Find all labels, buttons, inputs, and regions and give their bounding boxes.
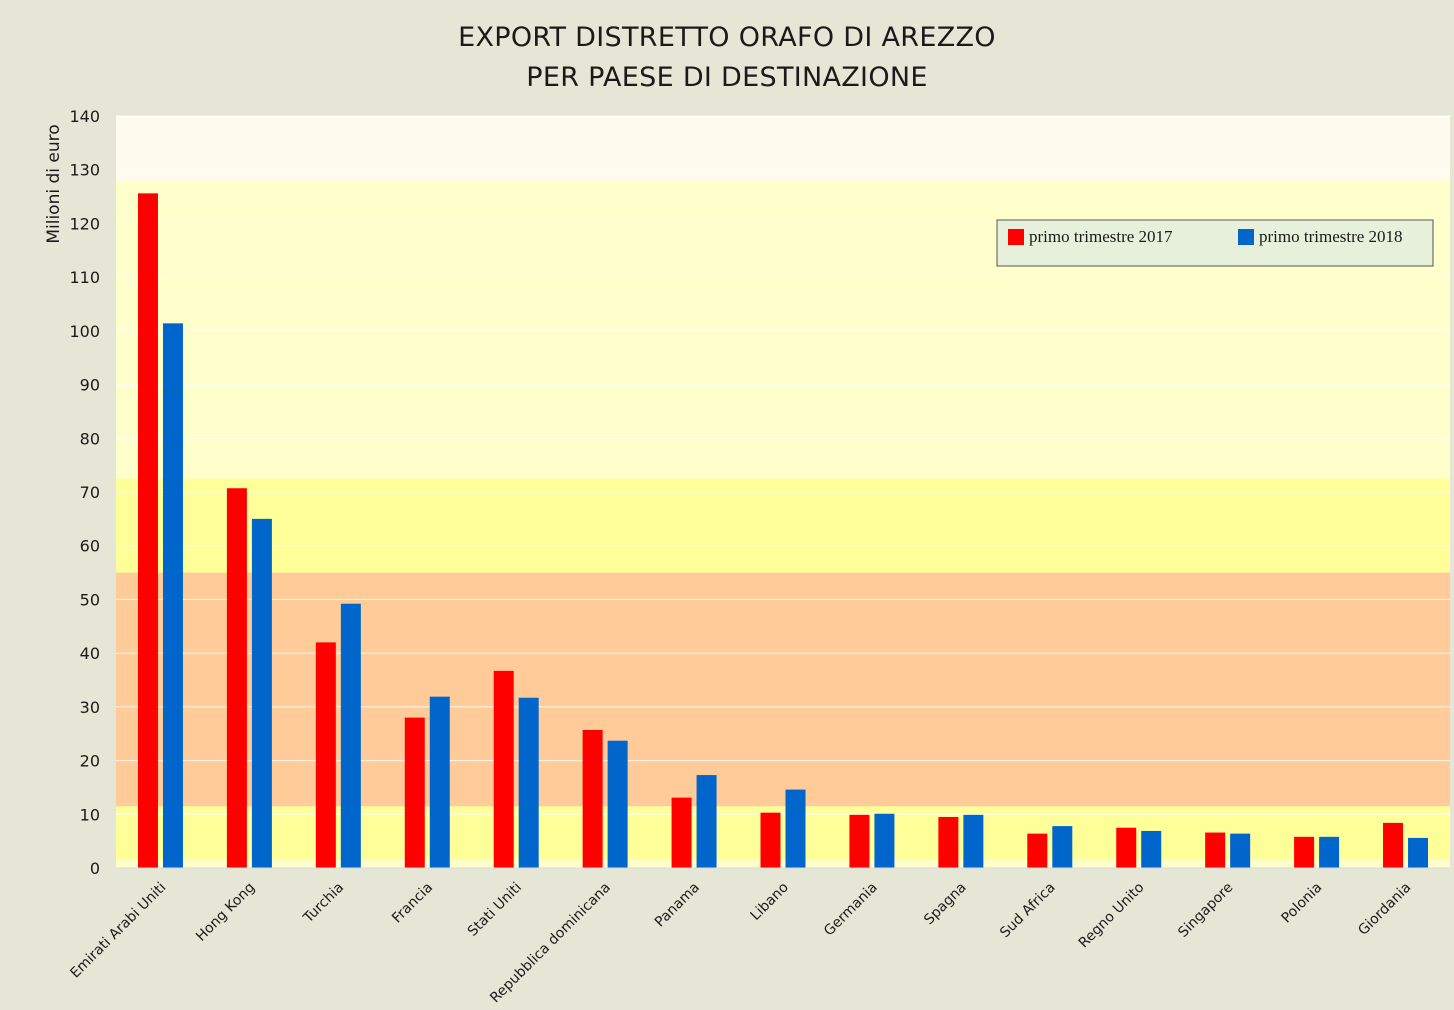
background-band (116, 806, 1450, 860)
bar-2018 (162, 323, 183, 868)
bar-2017 (226, 488, 247, 868)
y-tick-label: 90 (80, 376, 100, 395)
bar-2017 (938, 816, 959, 868)
y-tick-label: 0 (90, 859, 100, 878)
y-tick-label: 10 (80, 805, 100, 824)
bar-2017 (137, 193, 158, 868)
legend-label: primo trimestre 2017 (1029, 227, 1173, 246)
y-tick-label: 50 (80, 590, 100, 609)
bar-2018 (607, 740, 628, 868)
x-tick-label: Panama (652, 880, 703, 931)
bar-2017 (849, 814, 870, 868)
background-band (116, 572, 1450, 807)
bar-2018 (1052, 826, 1073, 868)
bar-2017 (582, 729, 603, 868)
bar-2017 (1383, 822, 1404, 868)
y-tick-label: 60 (80, 537, 100, 556)
bar-2018 (518, 697, 539, 868)
bar-2018 (785, 789, 806, 868)
bar-2017 (1294, 836, 1315, 868)
y-tick-label: 70 (80, 483, 100, 502)
legend-label: primo trimestre 2018 (1259, 227, 1403, 246)
y-axis-label: Milioni di euro (44, 124, 64, 243)
y-tick-label: 40 (80, 644, 100, 663)
bar-2018 (340, 603, 361, 868)
x-tick-label: Regno Unito (1076, 880, 1148, 952)
bar-2018 (963, 814, 984, 868)
y-tick-label: 100 (69, 322, 100, 341)
background-band (116, 478, 1450, 573)
bar-2018 (1408, 837, 1429, 868)
bar-2018 (1230, 833, 1251, 868)
x-tick-label: Giordania (1355, 880, 1414, 939)
x-tick-label: Turchia (300, 880, 347, 927)
bar-2017 (671, 797, 692, 868)
x-tick-label: Germania (821, 880, 881, 940)
x-tick-label: Stati Uniti (465, 880, 525, 940)
background-band (116, 859, 1450, 868)
bar-2018 (1319, 836, 1340, 868)
bar-2017 (1116, 827, 1137, 868)
x-tick-label: Libano (748, 880, 792, 924)
bar-2018 (251, 518, 272, 868)
bar-2017 (1205, 832, 1226, 868)
x-tick-label: Sud Africa (997, 880, 1059, 942)
y-tick-label: 140 (69, 107, 100, 126)
bar-2017 (315, 642, 336, 868)
x-tick-label: Polonia (1279, 880, 1326, 927)
y-tick-label: 110 (69, 268, 100, 287)
bar-2017 (493, 670, 514, 868)
x-tick-label: Spagna (921, 880, 970, 929)
x-tick-label: Francia (389, 880, 436, 927)
y-tick-label: 30 (80, 698, 100, 717)
background-band (116, 116, 1450, 181)
bar-2018 (874, 813, 895, 868)
y-tick-label: 20 (80, 752, 100, 771)
chart-subtitle: PER PAESE DI DESTINAZIONE (526, 62, 928, 93)
bar-2018 (1141, 830, 1162, 868)
bar-2017 (760, 812, 781, 868)
bar-2018 (429, 696, 450, 868)
bar-2018 (696, 775, 717, 868)
legend-box (996, 219, 1434, 267)
x-tick-label: Hong Kong (193, 880, 258, 945)
y-tick-label: 130 (69, 161, 100, 180)
x-tick-label: Emirati Arabi Uniti (67, 880, 169, 982)
y-tick-label: 80 (80, 429, 100, 448)
legend-swatch (1238, 229, 1254, 245)
bar-2017 (404, 717, 425, 868)
y-tick-label: 120 (69, 214, 100, 233)
bar-2017 (1027, 833, 1048, 868)
legend-swatch (1008, 229, 1024, 245)
chart-title: EXPORT DISTRETTO ORAFO DI AREZZO (458, 22, 996, 53)
x-tick-label: Singapore (1175, 880, 1236, 941)
